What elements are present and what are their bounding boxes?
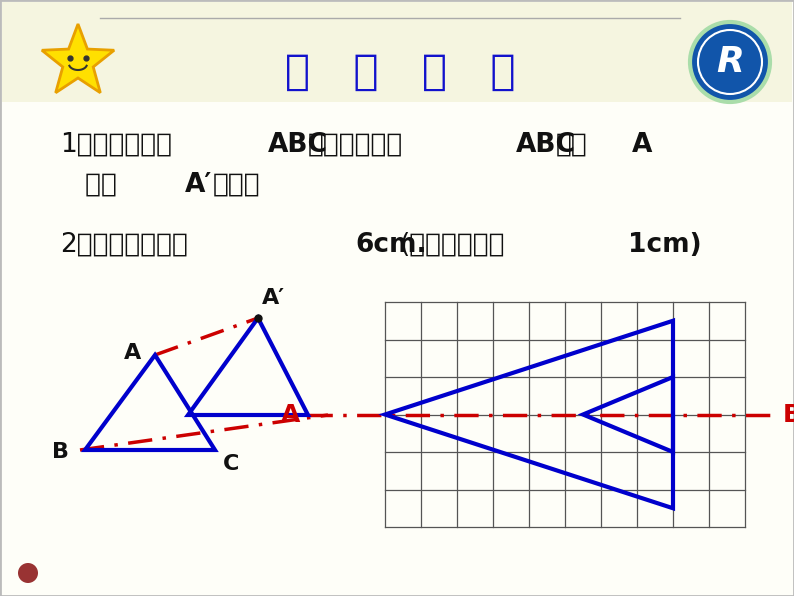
- Text: A: A: [280, 402, 300, 427]
- Polygon shape: [42, 24, 114, 93]
- Text: 重合．: 重合．: [213, 172, 260, 198]
- Text: 6cm.: 6cm.: [355, 232, 426, 258]
- Text: 1cm): 1cm): [628, 232, 702, 258]
- Text: R: R: [716, 45, 744, 79]
- Text: C: C: [223, 454, 239, 474]
- Text: A: A: [124, 343, 141, 363]
- Text: (假设每小格是: (假设每小格是: [400, 232, 506, 258]
- Text: 使点: 使点: [556, 132, 588, 158]
- Text: ABC: ABC: [516, 132, 576, 158]
- Circle shape: [690, 22, 770, 102]
- Circle shape: [18, 563, 38, 583]
- Text: B: B: [52, 442, 69, 462]
- Text: 2．把鱼往左平移: 2．把鱼往左平移: [60, 232, 188, 258]
- Text: 1．已知三角形: 1．已知三角形: [60, 132, 172, 158]
- Text: 和点: 和点: [60, 172, 117, 198]
- Text: A′: A′: [185, 172, 212, 198]
- Bar: [2, 2, 792, 102]
- Text: B: B: [783, 402, 794, 427]
- Text: ，平移三角形: ，平移三角形: [308, 132, 403, 158]
- Text: A: A: [632, 132, 653, 158]
- Text: 体   验   回   顾: 体 验 回 顾: [285, 51, 515, 93]
- Text: A′: A′: [262, 288, 285, 308]
- Text: ABC: ABC: [268, 132, 328, 158]
